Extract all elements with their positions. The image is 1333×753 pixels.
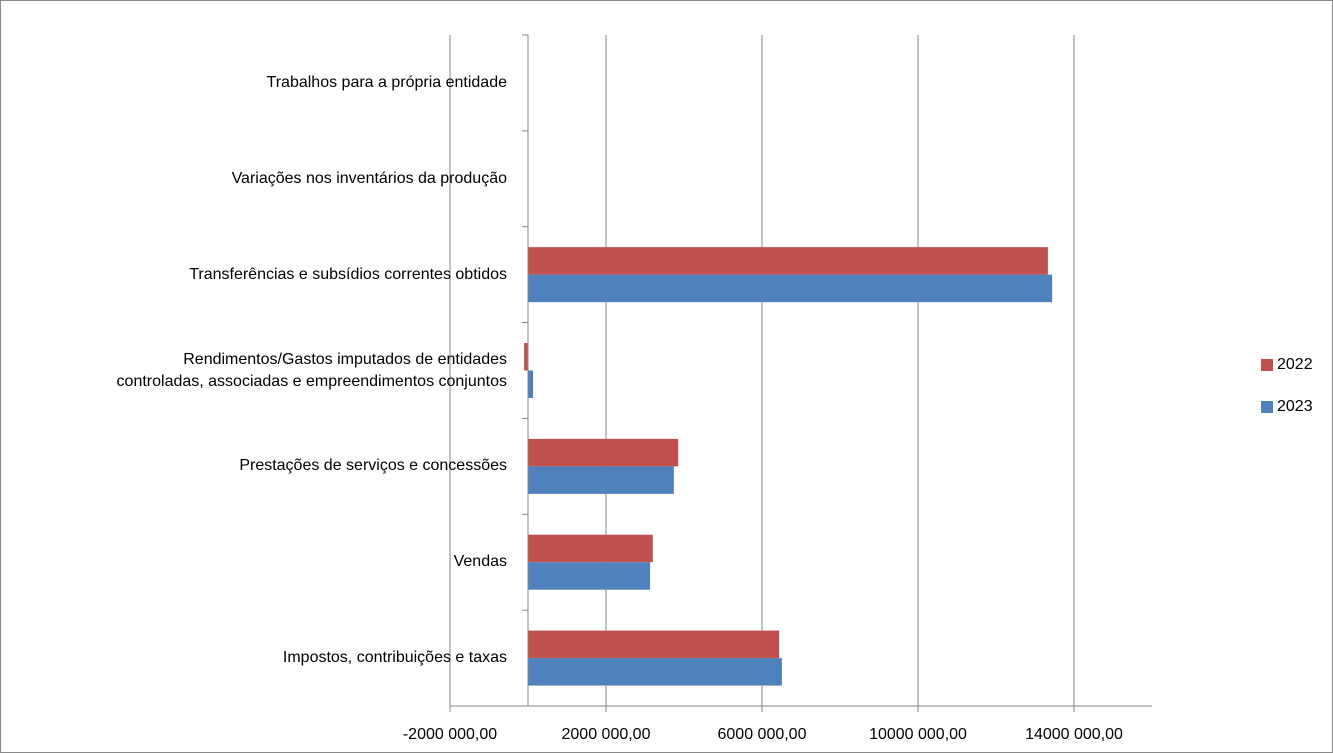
legend-label: 2022 <box>1277 356 1313 373</box>
y-tick-label: Prestações de serviços e concessões <box>239 457 507 475</box>
legend-label: 2023 <box>1277 398 1313 415</box>
legend-swatch <box>1261 359 1273 371</box>
bar <box>528 438 679 467</box>
bar <box>528 274 1053 303</box>
bar <box>524 343 528 371</box>
x-tick-label: 6000 000,00 <box>718 726 807 743</box>
y-tick-label: Impostos, contribuições e taxas <box>282 649 507 667</box>
x-tick-label: 14000 000,00 <box>1025 726 1123 743</box>
bar <box>528 466 674 494</box>
bar <box>528 630 780 659</box>
y-tick-label: Variações nos inventários da produção <box>231 169 507 187</box>
y-tick-label: Vendas <box>453 553 507 571</box>
legend-swatch <box>1261 401 1273 413</box>
y-tick-label: Transferências e subsídios correntes obt… <box>189 265 507 283</box>
bar <box>528 370 534 398</box>
x-tick-label: -2000 000,00 <box>403 726 497 743</box>
x-tick-label: 10000 000,00 <box>869 726 967 743</box>
bar <box>528 247 1048 275</box>
bar <box>528 534 653 563</box>
bar <box>528 658 782 686</box>
x-tick-label: 2000 000,00 <box>562 726 651 743</box>
y-tick-label: Rendimentos/Gastos imputados de entidade… <box>116 350 507 390</box>
bar <box>528 562 651 590</box>
y-tick-label: Trabalhos para a própria entidade <box>266 73 507 91</box>
